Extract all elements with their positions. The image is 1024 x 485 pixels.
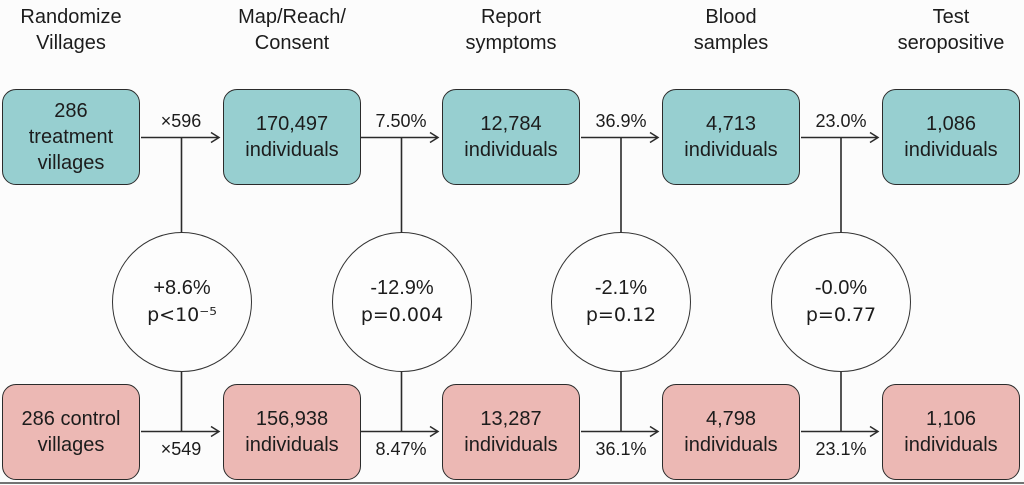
comparison-circle-2: -12.9% p=0.004 [332,232,472,372]
header-randomize-villages: Randomize Villages [20,6,122,54]
control-box-symptoms: 13,287 individuals [442,384,580,480]
comparison-circle-1: +8.6% p<10⁻⁵ [112,232,252,372]
p-value: p<10⁻⁵ [147,304,217,326]
comparison-circle-3: -2.1% p=0.12 [551,232,691,372]
header-map-reach-consent: Map/Reach/ Consent [238,6,346,54]
p-value: p=0.77 [805,304,877,326]
control-box-seropositive: 1,106 individuals [882,384,1020,480]
treatment-arrow-label-3: 36.9% [595,111,647,131]
treatment-arrow-label-2: 7.50% [375,111,427,131]
treatment-arrow-label-1: ×596 [160,111,202,131]
treatment-box-consent: 170,497 individuals [223,89,361,185]
treatment-box-blood: 4,713 individuals [662,89,800,185]
p-value: p=0.004 [360,304,444,326]
header-report-symptoms: Report symptoms [465,6,557,54]
control-arrow-label-3: 36.1% [595,439,647,459]
control-arrow-label-2: 8.47% [375,439,427,459]
treatment-box-symptoms: 12,784 individuals [442,89,580,185]
control-arrow-label-4: 23.1% [815,439,867,459]
treatment-box-seropositive: 1,086 individuals [882,89,1020,185]
control-box-consent: 156,938 individuals [223,384,361,480]
control-box-blood: 4,798 individuals [662,384,800,480]
control-arrow-label-1: ×549 [160,439,202,459]
control-box-villages: 286 control villages [2,384,140,480]
treatment-box-villages: 286 treatment villages [2,89,140,185]
effect-size: -12.9% [370,277,434,299]
effect-size: -0.0% [814,277,868,299]
treatment-arrow-label-4: 23.0% [815,111,867,131]
cropped-caption-edge [0,482,1024,484]
header-test-seropositive: Test seropositive [897,6,1005,54]
comparison-circle-4: -0.0% p=0.77 [771,232,911,372]
p-value: p=0.12 [585,304,657,326]
effect-size: +8.6% [153,277,211,299]
header-blood-samples: Blood samples [693,6,769,54]
effect-size: -2.1% [594,277,648,299]
